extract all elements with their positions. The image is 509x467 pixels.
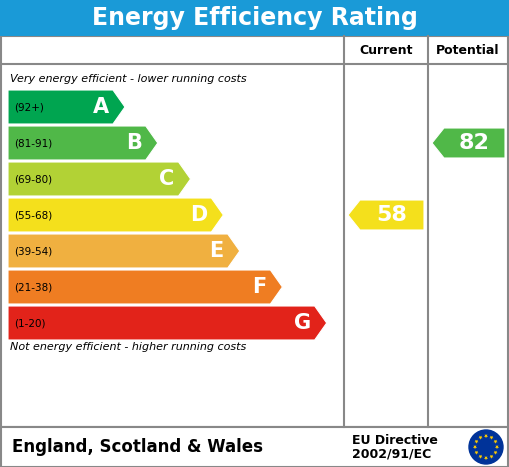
Text: G: G xyxy=(294,313,310,333)
Polygon shape xyxy=(8,90,125,124)
Polygon shape xyxy=(493,451,498,455)
Polygon shape xyxy=(474,440,478,444)
Text: England, Scotland & Wales: England, Scotland & Wales xyxy=(12,438,263,456)
Polygon shape xyxy=(490,455,494,459)
Text: Very energy efficient - lower running costs: Very energy efficient - lower running co… xyxy=(10,74,247,84)
Bar xyxy=(1,36,508,427)
Text: 58: 58 xyxy=(377,205,407,225)
Text: C: C xyxy=(159,169,175,189)
Text: D: D xyxy=(190,205,207,225)
Polygon shape xyxy=(8,198,223,232)
Polygon shape xyxy=(8,162,190,196)
Bar xyxy=(0,0,509,36)
Text: 82: 82 xyxy=(459,133,490,153)
Polygon shape xyxy=(493,440,498,444)
Text: Current: Current xyxy=(359,43,413,57)
Polygon shape xyxy=(490,436,494,439)
Text: (39-54): (39-54) xyxy=(14,246,52,256)
Polygon shape xyxy=(484,456,488,460)
Text: F: F xyxy=(252,277,266,297)
Text: (55-68): (55-68) xyxy=(14,210,52,220)
Text: (69-80): (69-80) xyxy=(14,174,52,184)
Text: Energy Efficiency Rating: Energy Efficiency Rating xyxy=(92,6,417,30)
Polygon shape xyxy=(473,445,477,449)
Text: E: E xyxy=(210,241,224,261)
Polygon shape xyxy=(432,128,505,158)
Polygon shape xyxy=(8,234,240,268)
Polygon shape xyxy=(8,126,158,160)
Text: (1-20): (1-20) xyxy=(14,318,45,328)
Polygon shape xyxy=(484,434,488,438)
Polygon shape xyxy=(348,200,424,230)
Polygon shape xyxy=(478,455,483,459)
Text: EU Directive: EU Directive xyxy=(352,433,438,446)
Text: (92+): (92+) xyxy=(14,102,44,112)
Text: (81-91): (81-91) xyxy=(14,138,52,148)
Polygon shape xyxy=(474,451,478,455)
Polygon shape xyxy=(8,306,327,340)
Text: A: A xyxy=(93,97,109,117)
Circle shape xyxy=(469,430,503,464)
Polygon shape xyxy=(478,436,483,439)
Text: Potential: Potential xyxy=(436,43,500,57)
Text: Not energy efficient - higher running costs: Not energy efficient - higher running co… xyxy=(10,342,246,352)
Polygon shape xyxy=(495,445,499,449)
Bar xyxy=(1,427,508,467)
Text: 2002/91/EC: 2002/91/EC xyxy=(352,447,431,460)
Polygon shape xyxy=(8,270,282,304)
Text: B: B xyxy=(126,133,142,153)
Text: (21-38): (21-38) xyxy=(14,282,52,292)
